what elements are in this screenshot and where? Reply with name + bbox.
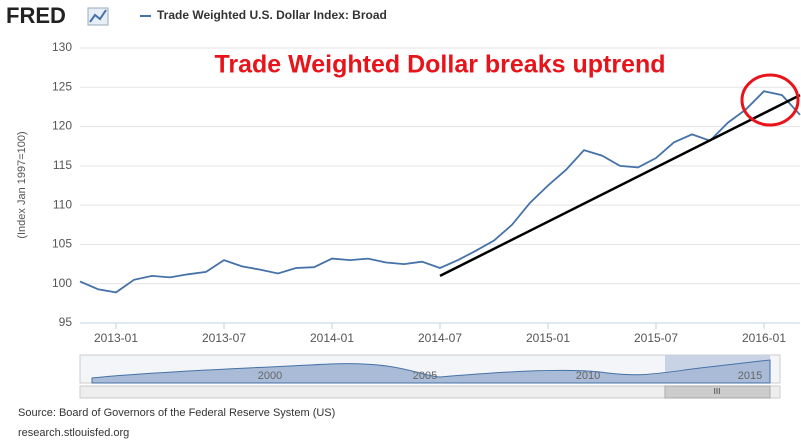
logo-icon-line (89, 9, 107, 23)
series-line (79, 90, 801, 294)
navigator-labels: 2000 2005 2010 2015 (258, 370, 762, 382)
y-tick-label: 125 (52, 79, 72, 93)
plot: 95 100 105 110 115 120 125 130 2013-01 2013-07 201… (52, 40, 801, 345)
x-tick-label: 2014-01 (310, 331, 354, 345)
y-tick-label: 120 (52, 119, 72, 133)
y-tick-label: 100 (52, 276, 72, 290)
highlight-circle (740, 73, 800, 127)
logo: FRED (6, 3, 66, 28)
x-tick-label: 2013-07 (202, 331, 246, 345)
scrollbar-thumb[interactable] (664, 385, 771, 399)
x-tick-label: 2013-01 (94, 331, 138, 345)
scrollbar-grip: III (714, 387, 721, 396)
y-tick-label: 130 (52, 40, 72, 54)
navigator-area (91, 359, 771, 384)
y-tick-label: 115 (53, 158, 72, 172)
trendline (439, 93, 801, 278)
x-tick-label: 2015-07 (634, 331, 678, 345)
y-tick-label: 105 (52, 237, 72, 251)
x-tick-label: 2016-01 (742, 331, 786, 345)
annotation-title: Trade Weighted Dollar breaks uptrend (214, 51, 665, 79)
navigator-label: 2010 (576, 370, 600, 382)
navigator-label: 2000 (258, 370, 282, 382)
x-tick-label: 2015-01 (526, 331, 570, 345)
navigator-label: 2015 (738, 370, 762, 382)
y-tick-label: 110 (53, 197, 72, 211)
y-axis-label: (Index Jan 1997=100) (16, 131, 28, 238)
y-tick-label: 95 (59, 315, 73, 329)
legend-label: Trade Weighted U.S. Dollar Index: Broad (157, 8, 387, 22)
scrollbar (79, 385, 781, 399)
source: Source: Board of Governors of the Federa… (18, 407, 335, 419)
navigator-label: 2005 (413, 370, 437, 382)
source-url[interactable]: research.stlouisfed.org (18, 427, 129, 439)
x-tick-label: 2014-07 (418, 331, 462, 345)
